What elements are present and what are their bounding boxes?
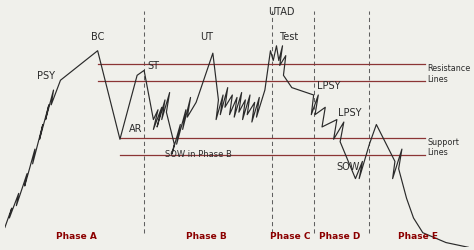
Text: Phase A: Phase A: [56, 231, 97, 240]
Text: Resistance
Lines: Resistance Lines: [428, 64, 471, 83]
Text: AR: AR: [129, 124, 143, 134]
Text: SOW: SOW: [337, 162, 360, 172]
Text: UT: UT: [200, 32, 213, 42]
Text: LPSY: LPSY: [338, 108, 362, 118]
Text: SOW in Phase B: SOW in Phase B: [165, 149, 232, 158]
Text: LPSY: LPSY: [317, 81, 340, 91]
Text: Phase E: Phase E: [398, 231, 438, 240]
Text: Phase D: Phase D: [319, 231, 361, 240]
Text: Test: Test: [279, 32, 298, 42]
Text: BC: BC: [91, 32, 104, 42]
Text: ST: ST: [148, 61, 160, 71]
Text: Phase C: Phase C: [270, 231, 310, 240]
Text: Phase B: Phase B: [186, 231, 227, 240]
Text: PSY: PSY: [37, 71, 55, 81]
Text: Support
Lines: Support Lines: [428, 138, 459, 157]
Text: UTAD: UTAD: [269, 7, 295, 17]
